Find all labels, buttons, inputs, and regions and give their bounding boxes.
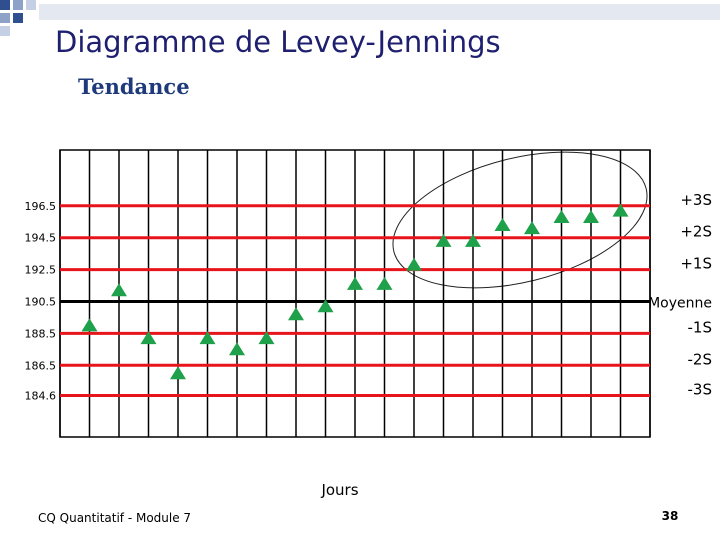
control-line-label: +3S (680, 191, 712, 209)
control-line-label: -3S (688, 381, 712, 399)
data-point (494, 217, 511, 231)
y-tick-label: 188.5 (25, 327, 57, 340)
data-point (465, 233, 481, 247)
data-point (229, 342, 245, 356)
data-point (376, 276, 393, 290)
data-point (435, 233, 452, 247)
data-point (81, 318, 98, 332)
control-line-label: -2S (688, 350, 712, 368)
y-tick-label: 194.5 (25, 232, 57, 245)
data-point (583, 209, 599, 223)
y-tick-label: 184.6 (25, 390, 57, 403)
data-point (553, 209, 570, 223)
data-point (140, 331, 157, 345)
data-point (199, 331, 216, 345)
chart-title: Tendance (78, 74, 190, 99)
data-point (317, 299, 334, 313)
data-point (406, 257, 422, 271)
data-point (258, 331, 275, 345)
footer: CQ Quantitatif - Module 7 (38, 511, 191, 525)
data-point (524, 221, 540, 235)
trend-ellipse (392, 151, 648, 289)
corner-decoration (0, 0, 720, 36)
control-line-label: +1S (680, 255, 712, 273)
x-axis-label: Jours (320, 481, 358, 499)
y-tick-label: 192.5 (25, 264, 57, 277)
control-line-label: +2S (680, 223, 712, 241)
control-line-label: Moyenne (648, 295, 712, 311)
y-tick-label: 196.5 (25, 200, 57, 213)
y-tick-label: 190.5 (25, 295, 57, 308)
data-point (288, 307, 304, 321)
slide-title: Diagramme de Levey-Jennings (55, 25, 501, 59)
y-tick-label: 186.5 (25, 359, 57, 372)
data-point (347, 276, 363, 290)
page-number: 38 (662, 509, 679, 523)
data-point (111, 283, 127, 297)
data-point (170, 366, 186, 380)
control-line-label: -1S (688, 318, 712, 336)
data-point (612, 203, 629, 217)
